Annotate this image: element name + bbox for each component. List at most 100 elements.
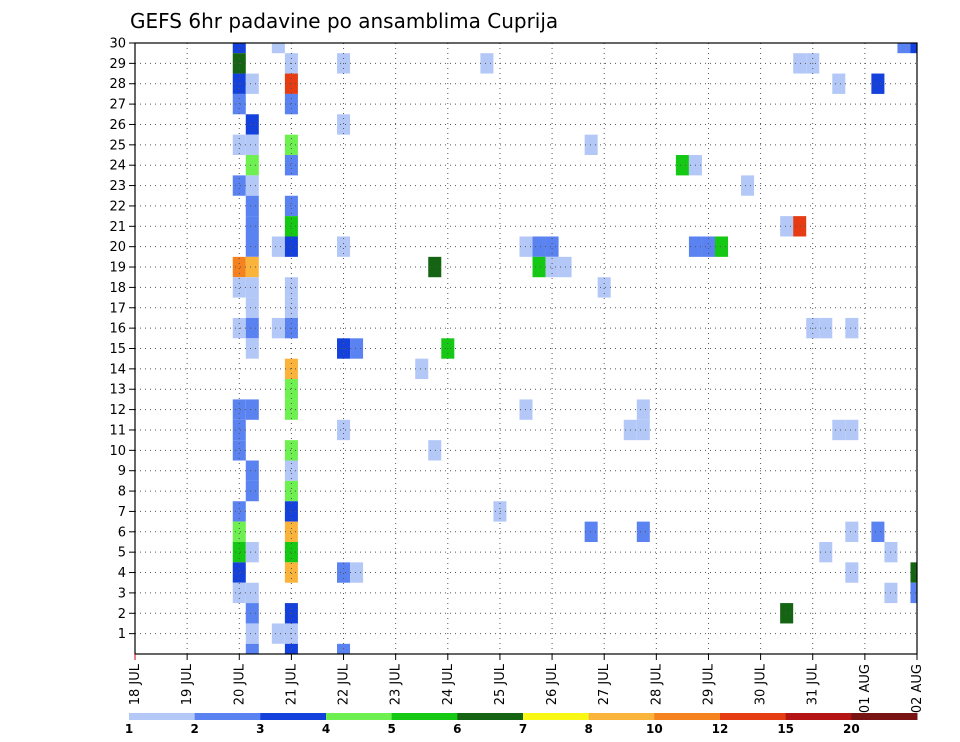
cell-layer: [232, 43, 917, 654]
colorbar-label: 6: [453, 722, 461, 736]
precip-cell: [480, 53, 494, 74]
precip-cell: [832, 419, 846, 441]
precip-cell: [545, 236, 559, 257]
precip-cell: [284, 216, 298, 237]
y-tick-label: 13: [109, 383, 126, 398]
precip-cell: [845, 419, 859, 441]
y-tick-label: 3: [118, 586, 126, 601]
colorbar-swatch: [326, 713, 393, 720]
colorbar-swatch: [457, 713, 524, 720]
precip-cell: [845, 562, 859, 583]
precip-cell: [545, 256, 559, 278]
precip-cell: [584, 134, 598, 156]
precip-cell: [493, 501, 507, 522]
precip-cell: [284, 440, 298, 461]
precip-cell: [897, 43, 911, 54]
precip-cell: [597, 277, 611, 298]
precip-cell: [284, 297, 298, 318]
precip-cell: [232, 440, 246, 461]
y-tick-label: 11: [109, 423, 126, 438]
colorbar-label: 5: [387, 722, 395, 736]
x-tick-label: 20 JUL: [232, 663, 247, 705]
precip-cell: [741, 175, 755, 196]
y-tick-label: 24: [109, 159, 126, 174]
colorbar-label: 7: [519, 722, 527, 736]
x-tick-label: 31 JUL: [806, 663, 821, 705]
precip-cell: [232, 419, 246, 441]
y-tick-label: 8: [118, 485, 126, 500]
precip-cell: [532, 236, 546, 257]
precip-cell: [284, 501, 298, 522]
colorbar-swatch: [588, 713, 655, 720]
precip-cell: [245, 256, 259, 278]
precip-cell: [245, 399, 259, 420]
precip-cell: [532, 256, 546, 278]
precip-cell: [284, 460, 298, 481]
precip-cell: [245, 155, 259, 176]
precip-cell: [910, 582, 917, 604]
x-tick-label: 26 JUL: [545, 663, 560, 705]
precip-cell: [245, 623, 259, 644]
x-tick-label: 24 JUL: [441, 663, 456, 705]
x-tick-label: 29 JUL: [701, 663, 716, 705]
colorbar: 1 2 3 4 5 6 7 8 10 12 15 20: [125, 713, 918, 736]
precip-cell: [832, 73, 846, 94]
axes-layer: 1234567891011121314151617181920212223242…: [109, 37, 925, 714]
precip-cell: [793, 216, 807, 237]
precip-cell: [284, 480, 298, 502]
precip-cell: [245, 297, 259, 318]
y-tick-label: 22: [109, 199, 126, 214]
y-tick-label: 10: [109, 444, 126, 459]
x-tick-label: 23 JUL: [389, 663, 404, 705]
precip-cell: [284, 134, 298, 156]
x-tick-label: 30 JUL: [754, 663, 769, 705]
precip-cell: [428, 256, 442, 278]
y-tick-label: 15: [109, 342, 126, 357]
colorbar-label: 1: [125, 722, 133, 736]
precip-cell: [245, 114, 259, 135]
y-tick-label: 5: [118, 546, 126, 561]
precip-cell: [232, 277, 246, 298]
chart-title: GEFS 6hr padavine po ansamblima Cuprija: [130, 9, 558, 33]
y-tick-label: 7: [118, 505, 126, 520]
colorbar-label: 15: [777, 722, 794, 736]
precip-cell: [245, 216, 259, 237]
colorbar-label: 12: [712, 722, 729, 736]
precip-cell: [232, 175, 246, 196]
precip-cell: [271, 623, 285, 644]
precip-cell: [636, 419, 650, 441]
precip-cell: [232, 501, 246, 522]
precip-cell: [245, 73, 259, 94]
precip-cell: [245, 338, 259, 359]
colorbar-label: 8: [584, 722, 592, 736]
x-tick-label: 22 JUL: [337, 663, 352, 705]
precip-cell: [284, 562, 298, 583]
precip-cell: [245, 195, 259, 217]
x-tick-label: 21 JUL: [284, 663, 299, 705]
precip-cell: [232, 562, 246, 583]
colorbar-swatch: [720, 713, 787, 720]
y-tick-label: 29: [109, 57, 126, 72]
precip-cell: [245, 480, 259, 502]
precip-cell: [245, 236, 259, 257]
precip-cell: [271, 317, 285, 339]
y-tick-label: 14: [109, 362, 126, 377]
x-tick-label: 25 JUL: [493, 663, 508, 705]
precip-cell: [845, 317, 859, 339]
precip-cell: [245, 134, 259, 156]
y-tick-label: 30: [109, 37, 126, 52]
precip-cell: [584, 521, 598, 542]
precip-cell: [284, 236, 298, 257]
precip-cell: [780, 603, 794, 624]
colorbar-swatch: [129, 713, 196, 720]
precip-cell: [245, 582, 259, 604]
precip-cell: [232, 541, 246, 563]
precip-cell: [232, 399, 246, 420]
colorbar-swatch: [194, 713, 261, 720]
y-tick-label: 18: [109, 281, 126, 296]
y-tick-label: 1: [118, 627, 126, 642]
precip-cell: [245, 643, 259, 654]
precip-cell: [284, 399, 298, 420]
x-tick-label: 28 JUL: [649, 663, 664, 705]
x-tick-label: 01 AUG: [858, 664, 873, 713]
